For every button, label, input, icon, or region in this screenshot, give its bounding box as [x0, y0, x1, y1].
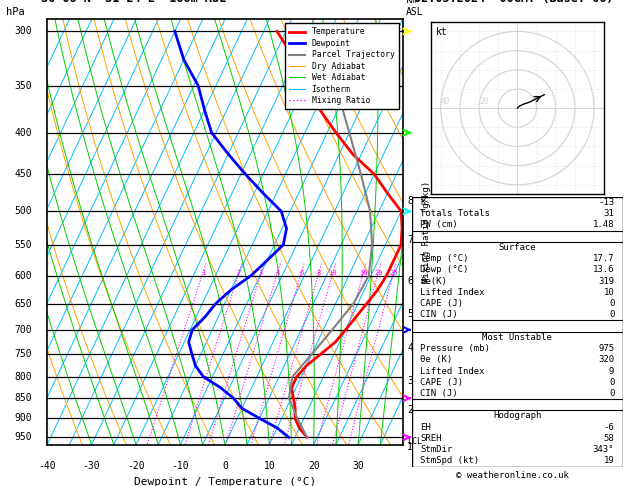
Text: 40: 40: [441, 97, 450, 106]
Text: 0: 0: [609, 389, 615, 398]
Text: CIN (J): CIN (J): [420, 311, 458, 319]
Text: 450: 450: [14, 169, 32, 179]
Text: K: K: [420, 198, 426, 207]
Text: 850: 850: [14, 393, 32, 403]
Text: 13.6: 13.6: [593, 265, 615, 275]
Text: StmDir: StmDir: [420, 445, 453, 454]
Text: 9: 9: [609, 366, 615, 376]
Text: 0: 0: [222, 461, 228, 471]
Text: 900: 900: [14, 413, 32, 423]
Text: CIN (J): CIN (J): [420, 389, 458, 398]
Text: -10: -10: [172, 461, 189, 471]
Text: 6: 6: [407, 277, 413, 286]
Text: Totals Totals: Totals Totals: [420, 209, 490, 218]
Text: 319: 319: [598, 277, 615, 286]
Text: 0: 0: [609, 311, 615, 319]
Text: 1: 1: [201, 270, 205, 276]
Text: 550: 550: [14, 240, 32, 250]
Text: 975: 975: [598, 344, 615, 353]
Text: Surface: Surface: [499, 243, 536, 252]
Text: 02.05.2024  00GMT (Base: 06): 02.05.2024 00GMT (Base: 06): [414, 0, 613, 5]
Text: PW (cm): PW (cm): [420, 221, 458, 229]
Text: 3: 3: [407, 376, 413, 386]
Text: 2: 2: [237, 270, 241, 276]
Text: 950: 950: [14, 433, 32, 442]
Text: km
ASL: km ASL: [406, 0, 423, 17]
Text: 20: 20: [479, 97, 488, 106]
Text: 0: 0: [609, 378, 615, 387]
Text: kt: kt: [437, 27, 448, 37]
Text: -20: -20: [127, 461, 145, 471]
Text: 58: 58: [604, 434, 615, 443]
Text: Dewpoint / Temperature (°C): Dewpoint / Temperature (°C): [134, 477, 316, 486]
Text: -30: -30: [83, 461, 101, 471]
Text: θe (K): θe (K): [420, 355, 453, 364]
Text: 6: 6: [299, 270, 304, 276]
Text: 4: 4: [407, 344, 413, 353]
Text: 20: 20: [308, 461, 320, 471]
Text: 650: 650: [14, 299, 32, 309]
Text: 10: 10: [604, 288, 615, 297]
Text: Lifted Index: Lifted Index: [420, 366, 485, 376]
Text: SREH: SREH: [420, 434, 442, 443]
Text: Lifted Index: Lifted Index: [420, 288, 485, 297]
Text: 300: 300: [14, 26, 32, 36]
Text: 750: 750: [14, 349, 32, 359]
Text: StmSpd (kt): StmSpd (kt): [420, 456, 479, 466]
Text: 17.7: 17.7: [593, 254, 615, 263]
Text: CAPE (J): CAPE (J): [420, 378, 464, 387]
Text: Hodograph: Hodograph: [493, 412, 542, 420]
Text: 30°08'N  31°24'E  188m ASL: 30°08'N 31°24'E 188m ASL: [41, 0, 226, 5]
Text: CAPE (J): CAPE (J): [420, 299, 464, 308]
Text: 800: 800: [14, 372, 32, 382]
Text: -6: -6: [604, 423, 615, 432]
Text: 8: 8: [317, 270, 321, 276]
Text: 2: 2: [407, 405, 413, 416]
Text: 500: 500: [14, 206, 32, 216]
Text: 25: 25: [389, 270, 398, 276]
Text: Most Unstable: Most Unstable: [482, 333, 552, 342]
Text: 30: 30: [352, 461, 364, 471]
Text: 343°: 343°: [593, 445, 615, 454]
Text: LCL: LCL: [407, 436, 422, 446]
Text: 350: 350: [14, 81, 32, 91]
Text: 3: 3: [259, 270, 264, 276]
Text: -13: -13: [598, 198, 615, 207]
Text: 20: 20: [374, 270, 382, 276]
Text: Temp (°C): Temp (°C): [420, 254, 469, 263]
Text: θe(K): θe(K): [420, 277, 447, 286]
Text: 400: 400: [14, 128, 32, 138]
Text: 700: 700: [14, 325, 32, 335]
Text: Mixing Ratio (g/kg): Mixing Ratio (g/kg): [422, 181, 431, 283]
Legend: Temperature, Dewpoint, Parcel Trajectory, Dry Adiabat, Wet Adiabat, Isotherm, Mi: Temperature, Dewpoint, Parcel Trajectory…: [285, 23, 399, 109]
Text: 8: 8: [407, 195, 413, 206]
Text: 16: 16: [359, 270, 367, 276]
Text: 1: 1: [407, 442, 413, 452]
Text: © weatheronline.co.uk: © weatheronline.co.uk: [456, 471, 569, 480]
Text: Dewp (°C): Dewp (°C): [420, 265, 469, 275]
Text: 1.48: 1.48: [593, 221, 615, 229]
Text: 5: 5: [407, 310, 413, 319]
Text: 7: 7: [407, 235, 413, 245]
Text: hPa: hPa: [6, 7, 25, 17]
Text: 320: 320: [598, 355, 615, 364]
Text: -40: -40: [38, 461, 56, 471]
Text: 0: 0: [609, 299, 615, 308]
Text: 19: 19: [604, 456, 615, 466]
Text: 600: 600: [14, 271, 32, 280]
Text: 10: 10: [329, 270, 337, 276]
Text: 10: 10: [264, 461, 275, 471]
Text: 31: 31: [604, 209, 615, 218]
Text: 4: 4: [276, 270, 280, 276]
Text: EH: EH: [420, 423, 431, 432]
Text: Pressure (mb): Pressure (mb): [420, 344, 490, 353]
